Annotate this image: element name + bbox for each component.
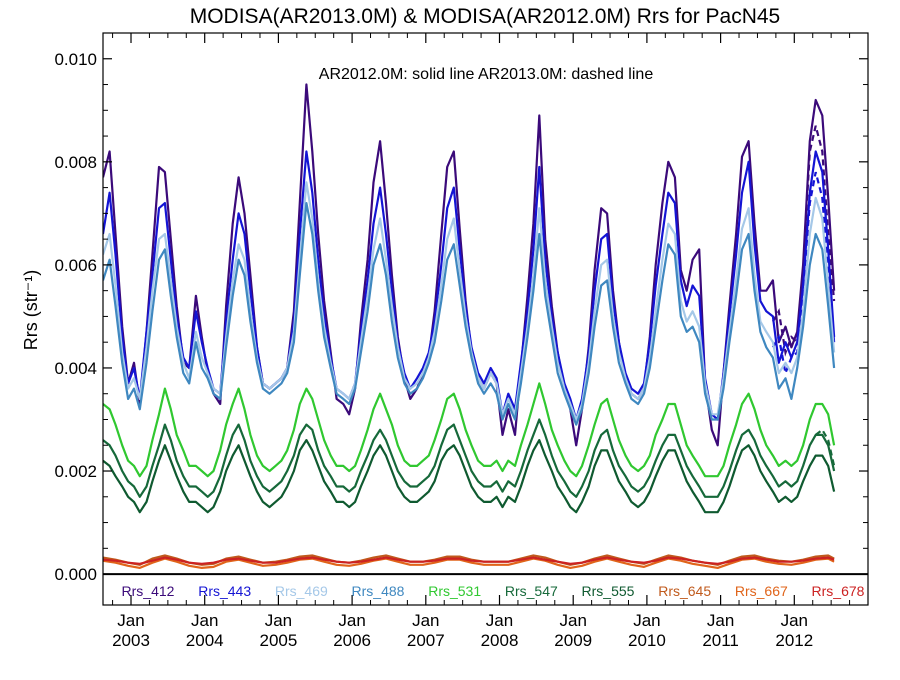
legend-item-rrs-555: Rrs_555 <box>582 583 635 599</box>
legend-item-rrs-443: Rrs_443 <box>198 583 251 599</box>
chart-title: MODISA(AR2013.0M) & MODISA(AR2012.0M) Rr… <box>190 5 781 28</box>
y-tick-label: 0.006 <box>54 256 97 275</box>
series-line-rrs-531 <box>103 382 836 478</box>
axis-layer: 0.0000.0020.0040.0060.0080.010Jan2003Jan… <box>54 32 869 650</box>
x-tick-label-month: Jan <box>781 611 808 630</box>
plot-layer <box>103 83 868 576</box>
x-tick-label-month: Jan <box>338 611 365 630</box>
x-tick-label-year: 2010 <box>628 631 666 650</box>
series-line-rrs-547 <box>103 418 836 498</box>
plot-frame <box>102 32 869 606</box>
legend-item-rrs-547: Rrs_547 <box>505 583 558 599</box>
x-tick-label-month: Jan <box>191 611 218 630</box>
legend-item-rrs-678: Rrs_678 <box>812 583 865 599</box>
x-tick-label-year: 2005 <box>259 631 297 650</box>
legend-item-rrs-412: Rrs_412 <box>122 583 175 599</box>
x-tick-label-month: Jan <box>117 611 144 630</box>
y-tick-label: 0.004 <box>54 359 97 378</box>
y-axis-label: Rrs (str⁻¹) <box>21 270 41 350</box>
x-tick-label-month: Jan <box>559 611 586 630</box>
series-line-rrs-678 <box>103 556 835 565</box>
legend-item-rrs-469: Rrs_469 <box>275 583 328 599</box>
y-tick-label: 0.010 <box>54 50 97 69</box>
y-tick-label: 0.002 <box>54 462 97 481</box>
series-dashed-line-rrs-412 <box>771 125 836 357</box>
chart-annotation: AR2012.0M: solid line AR2013.0M: dashed … <box>319 66 654 83</box>
series-dashed-line-rrs-443 <box>771 171 836 378</box>
x-tick-label-month: Jan <box>486 611 513 630</box>
x-tick-label-year: 2012 <box>775 631 813 650</box>
x-tick-label-year: 2006 <box>333 631 371 650</box>
x-tick-label-month: Jan <box>707 611 734 630</box>
legend-item-rrs-488: Rrs_488 <box>352 583 405 599</box>
series-line-rrs-667 <box>103 557 835 570</box>
legend-item-rrs-667: Rrs_667 <box>735 583 788 599</box>
x-tick-label-month: Jan <box>633 611 660 630</box>
x-tick-label-year: 2009 <box>554 631 592 650</box>
x-tick-label-month: Jan <box>412 611 439 630</box>
series-line-rrs-488 <box>103 202 836 426</box>
legend-layer: Rrs_412 Rrs_443 Rrs_469 Rrs_488 Rrs_531 Rrs_5… <box>122 583 865 599</box>
legend-item-rrs-645: Rrs_645 <box>658 583 711 599</box>
series-dashed-line-rrs-547 <box>815 428 836 467</box>
x-tick-label-year: 2003 <box>112 631 150 650</box>
legend-item-rrs-531: Rrs_531 <box>428 583 481 599</box>
y-tick-label: 0.000 <box>54 565 97 584</box>
series-line-rrs-555 <box>103 439 836 514</box>
x-tick-label-year: 2008 <box>481 631 519 650</box>
y-tick-label: 0.008 <box>54 153 97 172</box>
x-tick-label-year: 2004 <box>186 631 224 650</box>
x-tick-label-year: 2007 <box>407 631 445 650</box>
x-tick-label-month: Jan <box>265 611 292 630</box>
x-tick-label-year: 2011 <box>702 631 739 650</box>
